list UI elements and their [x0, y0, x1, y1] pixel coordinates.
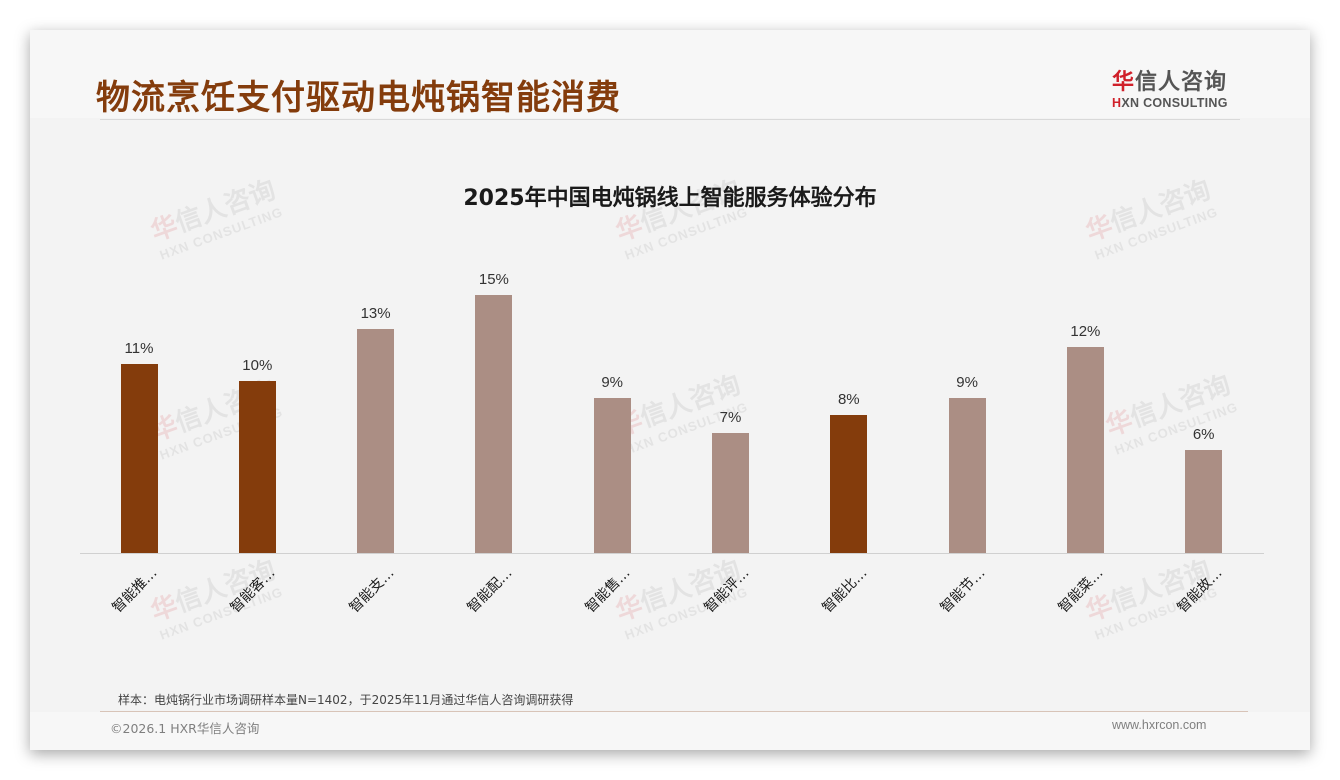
logo-chars: 信人咨询 — [1135, 70, 1228, 95]
x-axis-category-label: 智能节… — [937, 565, 989, 617]
bar-value-label: 8% — [837, 391, 860, 409]
footer-divider — [100, 711, 1248, 712]
bar-value-label: 6% — [1192, 425, 1215, 443]
x-axis-category-label: 智能客… — [227, 565, 279, 617]
bar — [712, 432, 749, 553]
bar-value-label: 11% — [124, 339, 154, 357]
copyright: ©2026.1 HXR华信人咨询 — [110, 721, 260, 736]
bar-value-label: 9% — [601, 374, 624, 392]
bar — [1066, 346, 1104, 553]
header-band — [30, 30, 1310, 118]
x-axis-category-label: 智能售… — [582, 565, 634, 617]
x-axis-category-label: 智能支… — [346, 565, 398, 617]
bar-value-label: 12% — [1070, 322, 1101, 340]
logo-en-text: XN CONSULTING — [1121, 96, 1228, 110]
bar — [948, 398, 986, 553]
bar-value-label: 13% — [360, 305, 391, 323]
bar-value-label: 9% — [956, 374, 978, 392]
bar — [830, 415, 868, 553]
logo-chinese: 华信人咨询 — [1112, 64, 1242, 96]
bar — [238, 381, 276, 553]
footer-band — [30, 712, 1310, 750]
x-axis-category-label: 智能配… — [464, 565, 516, 617]
x-axis-category-label: 智能推… — [109, 565, 161, 617]
x-axis-category-label: 智能菜… — [1055, 565, 1107, 617]
company-logo: 华信人咨询 HXN CONSULTING — [1112, 64, 1242, 110]
logo-english: HXN CONSULTING — [1112, 96, 1242, 110]
x-axis-category-label: 智能评… — [701, 565, 752, 617]
bar — [1185, 449, 1223, 553]
slide: 物流烹饪支付驱动电炖锅智能消费 华信人咨询 HXN CONSULTING 华信人… — [30, 30, 1310, 750]
bar-value-label: 7% — [719, 408, 742, 426]
logo-char-red: 华 — [1112, 70, 1136, 95]
bar-value-label: 10% — [242, 357, 273, 374]
bar — [357, 329, 395, 553]
bar — [120, 363, 158, 553]
x-axis-category-label: 智能比… — [819, 565, 871, 617]
website-link[interactable]: www.hxrcon.com — [1112, 718, 1207, 732]
page-title: 物流烹饪支付驱动电炖锅智能消费 — [96, 78, 621, 118]
header-divider — [100, 119, 1240, 120]
bar-value-label: 15% — [478, 271, 509, 288]
logo-mark: H — [1112, 96, 1122, 110]
bar — [593, 398, 631, 553]
x-axis-category-label: 智能故… — [1174, 565, 1226, 617]
chart-title: 2025年中国电炖锅线上智能服务体验分布 — [463, 186, 877, 211]
sample-note: 样本：电炖锅行业市场调研样本量N=1402，于2025年11月通过华信人咨询调研… — [118, 693, 574, 707]
x-axis-line — [80, 553, 1264, 554]
bar — [475, 295, 513, 553]
